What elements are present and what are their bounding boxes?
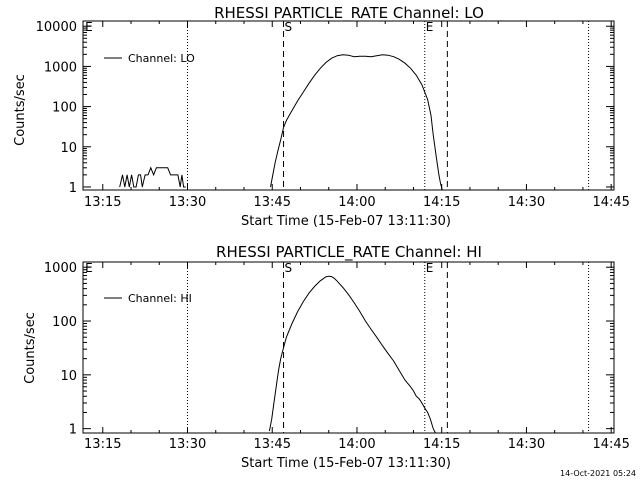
- lo-x-tick-label: 14:45: [592, 195, 629, 210]
- lo-marker-e: E: [426, 20, 434, 34]
- lo-x-tick-label: 13:15: [84, 195, 121, 210]
- hi-series-line-0: [268, 275, 436, 434]
- lo-legend: Channel: LO: [104, 52, 195, 65]
- lo-x-tick-label: 13:30: [169, 195, 206, 210]
- hi-chart-title: RHESSI PARTICLE_RATE Channel: HI: [216, 243, 482, 262]
- hi-y-axis-label: Counts/sec: [23, 312, 38, 384]
- hi-x-tick-label: 13:45: [254, 437, 291, 452]
- hi-x-tick-label: 14:00: [338, 437, 375, 452]
- lo-y-tick-label: 100: [52, 101, 77, 116]
- lo-series-line-1: [270, 54, 443, 191]
- hi-x-tick-label: 14:30: [508, 437, 545, 452]
- lo-x-tick-label: 14:15: [423, 195, 460, 210]
- lo-x-tick-label: 14:30: [508, 195, 545, 210]
- hi-y-tick-label: 1000: [44, 261, 77, 276]
- lo-chart-title: RHESSI PARTICLE_RATE Channel: LO: [214, 4, 484, 23]
- hi-y-tick-label: 100: [52, 315, 77, 330]
- lo-y-axis-label: Counts/sec: [13, 74, 28, 146]
- hi-marker-s: S: [285, 261, 293, 275]
- hi-y-tick-label: 1: [69, 423, 77, 438]
- hi-y-tick-label: 10: [60, 369, 77, 384]
- hi-legend: Channel: HI: [104, 292, 192, 305]
- hi-plot-frame: [82, 261, 615, 434]
- lo-x-tick-label: 14:00: [338, 195, 375, 210]
- hi-x-tick-label: 13:15: [84, 437, 121, 452]
- hi-marker-e: E: [85, 261, 93, 275]
- lo-y-tick-label: 1: [69, 181, 77, 196]
- lo-plot-frame: [82, 20, 615, 191]
- hi-x-tick-label: 13:30: [169, 437, 206, 452]
- hi-x-tick-label: 14:45: [592, 437, 629, 452]
- hi-legend-label: Channel: HI: [128, 292, 192, 305]
- lo-marker-e: E: [85, 20, 93, 34]
- lo-marker-s: S: [285, 20, 293, 34]
- lo-x-axis-label: Start Time (15-Feb-07 13:11:30): [241, 214, 451, 229]
- lo-channel-panel: RHESSI PARTICLE_RATE Channel: LO S E E 13:…: [13, 4, 630, 229]
- lo-series-line-0: [119, 166, 186, 188]
- lo-y-tick-label: 10: [60, 141, 77, 156]
- lo-legend-label: Channel: LO: [128, 52, 195, 65]
- hi-channel-panel: RHESSI PARTICLE_RATE Channel: HI S E E 13:…: [23, 243, 630, 471]
- hi-x-axis-label: Start Time (15-Feb-07 13:11:30): [241, 456, 451, 471]
- lo-x-tick-label: 13:45: [254, 195, 291, 210]
- lo-y-tick-label: 1000: [44, 60, 77, 75]
- lo-y-tick-label: 10000: [36, 20, 77, 35]
- footer-timestamp: 14-Oct-2021 05:24: [560, 469, 636, 478]
- hi-marker-e: E: [426, 261, 434, 275]
- hi-x-tick-label: 14:15: [423, 437, 460, 452]
